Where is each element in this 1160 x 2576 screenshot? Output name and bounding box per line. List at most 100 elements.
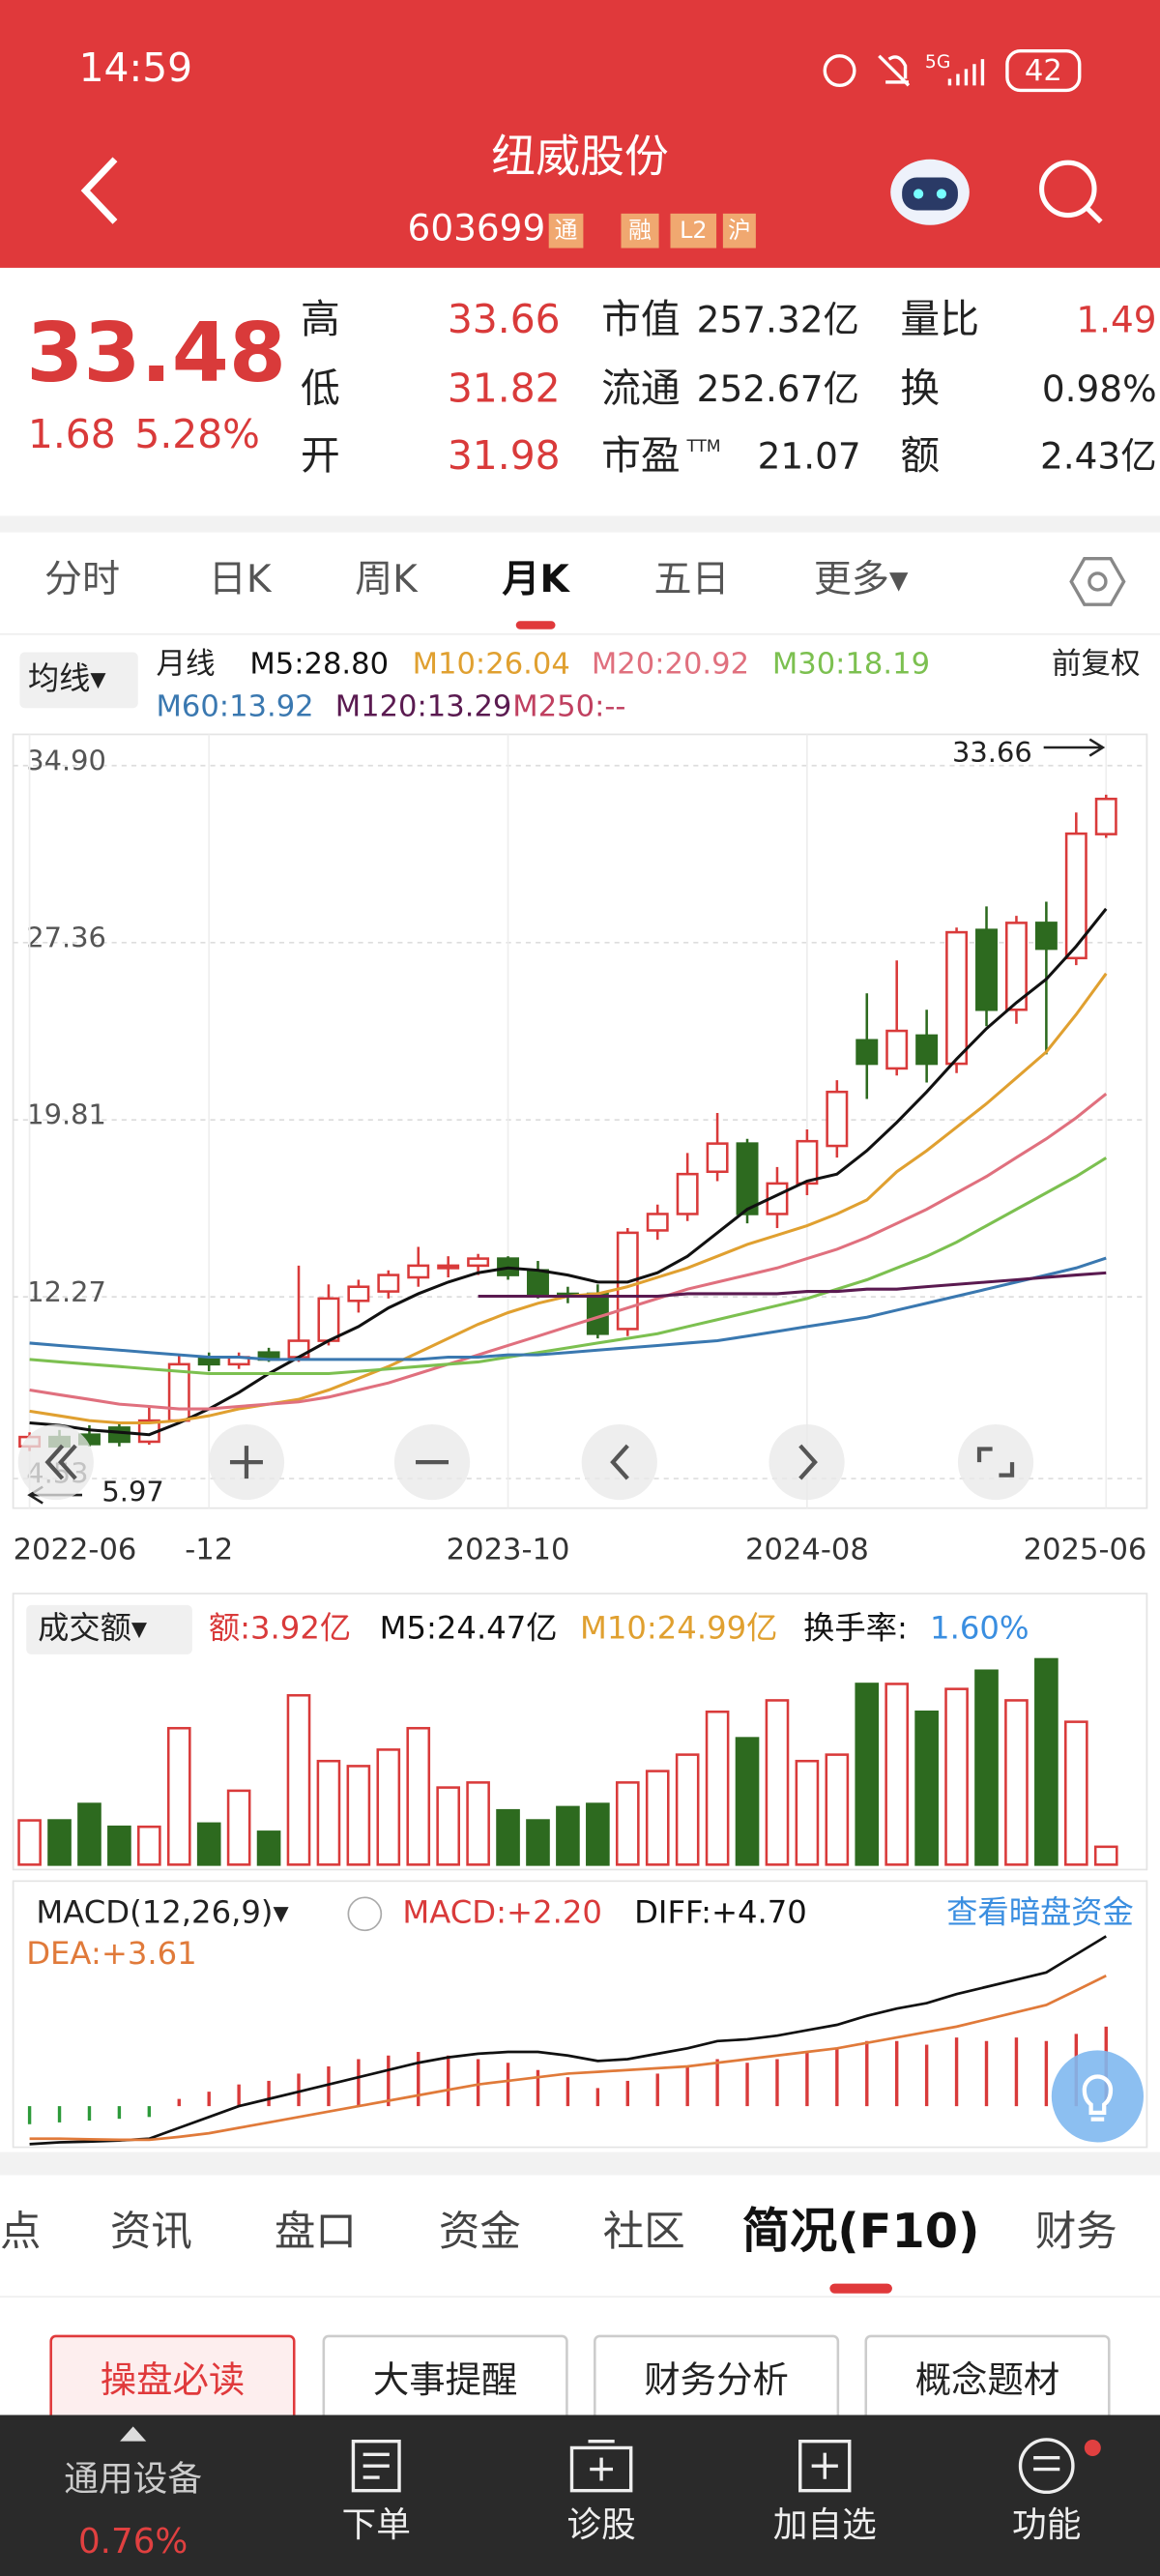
volume-bar	[914, 1710, 939, 1866]
x-tick-label: 2022-06	[14, 1533, 137, 1566]
macd-link[interactable]: 查看暗盘资金	[946, 1893, 1134, 1930]
volume-bar	[825, 1753, 850, 1866]
stat-label: 换	[900, 365, 940, 411]
volume-bar	[526, 1819, 550, 1866]
period-label: 月线	[156, 648, 215, 682]
assistant-icon[interactable]	[890, 159, 970, 225]
volume-bar	[107, 1825, 131, 1866]
volume-bar	[17, 1819, 42, 1866]
zoom-out-all[interactable]	[17, 1424, 94, 1501]
volume-bar	[346, 1765, 371, 1866]
period-tab[interactable]: 五日	[653, 558, 729, 601]
nav-labels: 下单 诊股 加自选 功能	[342, 2505, 1082, 2545]
notification-dot	[1084, 2439, 1101, 2456]
volume-bar	[556, 1805, 580, 1866]
period-tab[interactable]: 分时	[44, 558, 120, 601]
nav-item[interactable]: 加自选	[773, 2505, 877, 2545]
candle-body	[1094, 797, 1117, 835]
volume-frame	[12, 1593, 1148, 1871]
stat-value: 31.82	[448, 365, 561, 411]
sub-tab[interactable]: 简况(F10)	[742, 2203, 980, 2259]
sub-tabs: 点 资讯 盘口 资金 社区 简况(F10) 财务	[0, 2203, 1117, 2294]
sector-name[interactable]: 通用设备	[64, 2459, 202, 2499]
feature-button-label: 概念题材	[915, 2358, 1060, 2401]
sub-tab[interactable]: 资金	[439, 2209, 521, 2256]
feature-button-label: 操盘必读	[101, 2358, 246, 2401]
nav-icons	[351, 2438, 1075, 2495]
change: 1.68	[28, 411, 116, 457]
volume-bar	[1063, 1720, 1088, 1866]
back-button[interactable]	[80, 157, 118, 224]
period-tab[interactable]: 更多▾	[814, 558, 909, 601]
legend-entry: M60:13.92	[156, 690, 313, 724]
stat-value: 0.98%	[1042, 367, 1157, 410]
period-tab[interactable]: 日K	[209, 558, 273, 601]
active-sub-tab	[829, 2283, 892, 2294]
sub-tab[interactable]: 盘口	[275, 2209, 357, 2256]
volume-bar	[705, 1710, 730, 1866]
chart-controls	[17, 1424, 1034, 1501]
candle-body	[1004, 922, 1028, 1011]
bottom-nav-bg	[0, 2415, 1160, 2576]
stock-name: 纽威股份	[491, 130, 669, 182]
hint-button[interactable]	[1051, 2050, 1145, 2143]
nav-item[interactable]: 下单	[342, 2505, 411, 2545]
status-icons	[823, 54, 985, 88]
stat-label: 低	[301, 365, 340, 411]
last-price: 33.48	[26, 306, 286, 401]
ma-line	[478, 1271, 1107, 1299]
stat-value: 33.66	[448, 296, 561, 342]
panel-title[interactable]: MACD(12,26,9)▾	[36, 1893, 289, 1930]
stat-label: 市值	[601, 296, 681, 342]
candle-body	[975, 928, 998, 1011]
fullscreen[interactable]	[957, 1424, 1034, 1501]
stat-label: 高	[301, 296, 340, 342]
stat-label: 市盈	[601, 432, 681, 479]
y-tick-label: 12.27	[26, 1275, 106, 1308]
sub-tab[interactable]: 财务	[1035, 2209, 1117, 2256]
volume-bar	[855, 1683, 880, 1866]
volume-bar	[496, 1808, 520, 1866]
sub-tab[interactable]: 社区	[603, 2209, 685, 2256]
expand-arrow[interactable]	[120, 2426, 147, 2442]
legend-entry: 1.60%	[930, 1609, 1030, 1646]
ma-selector[interactable]	[19, 652, 138, 709]
move-right[interactable]	[768, 1424, 845, 1501]
ma-selector-label: 均线▾	[28, 659, 107, 696]
volume-bar	[795, 1759, 820, 1866]
badge: L2	[680, 217, 707, 244]
period-tab[interactable]: 月K	[502, 558, 570, 601]
volume-bar	[1004, 1699, 1029, 1866]
legend-entry: M10:26.04	[413, 648, 570, 682]
candle-body	[856, 1039, 879, 1066]
ma-line	[29, 1256, 1107, 1361]
nav-item[interactable]: 功能	[1012, 2505, 1081, 2545]
candle-body	[706, 1142, 729, 1174]
adjust-mode[interactable]: 前复权	[1052, 648, 1141, 682]
y-tick-label: 34.90	[26, 744, 106, 776]
volume-bar	[765, 1699, 790, 1866]
legend-entry: M5:28.80	[249, 648, 389, 682]
status-time: 14:59	[79, 44, 193, 91]
volume-bar	[974, 1669, 999, 1866]
legend-entry: M20:20.92	[592, 648, 749, 682]
sub-tab[interactable]: 点	[0, 2209, 41, 2256]
feature-button-label: 财务分析	[644, 2358, 789, 2401]
candle-body	[646, 1213, 669, 1232]
stat-value: 252.67亿	[697, 367, 859, 410]
volume-bar	[884, 1683, 910, 1866]
settings-button[interactable]	[1069, 556, 1126, 606]
sub-tab[interactable]: 资讯	[110, 2209, 192, 2256]
badge-bg	[722, 213, 756, 249]
volume-bar	[675, 1753, 700, 1866]
badge-bg	[621, 213, 659, 249]
selector-bg[interactable]	[26, 1604, 192, 1654]
period-tab[interactable]: 周K	[355, 558, 419, 601]
nav-item[interactable]: 诊股	[566, 2505, 635, 2545]
volume-bar	[47, 1819, 72, 1866]
volume-bar	[166, 1726, 191, 1866]
move-left[interactable]	[581, 1424, 657, 1501]
volume-bar	[1093, 1845, 1118, 1866]
volume-bar	[376, 1748, 401, 1866]
search-button[interactable]	[1039, 160, 1103, 224]
